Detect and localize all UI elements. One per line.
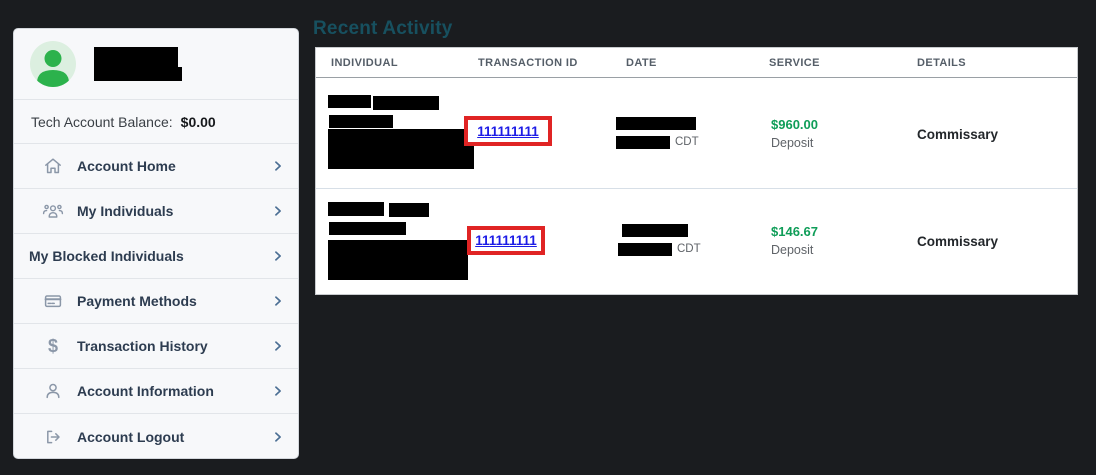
dollar-icon: $	[47, 336, 58, 356]
home-icon	[42, 155, 64, 177]
transaction-details: Commissary	[917, 127, 999, 142]
sidebar-item-label: Payment Methods	[77, 293, 197, 309]
person-icon	[42, 380, 64, 402]
column-header-details: DETAILS	[917, 57, 967, 69]
chevron-right-icon	[270, 383, 286, 399]
chevron-right-icon	[270, 158, 286, 174]
sidebar-item-label: My Individuals	[77, 203, 174, 219]
transaction-amount: $960.00	[771, 117, 818, 132]
transaction-service-type: Deposit	[771, 136, 814, 150]
redacted-box	[389, 203, 429, 217]
redacted-box	[329, 222, 406, 235]
chevron-right-icon	[270, 293, 286, 309]
logout-icon	[42, 426, 64, 448]
column-header-date: DATE	[626, 57, 657, 69]
redacted-box	[328, 240, 468, 280]
redacted-box	[616, 136, 670, 149]
chevron-right-icon	[270, 429, 286, 445]
transaction-amount: $146.67	[771, 224, 818, 239]
redacted-box	[94, 47, 178, 67]
redacted-box	[618, 243, 672, 256]
transaction-service-type: Deposit	[771, 243, 814, 257]
sidebar-item-label: Account Information	[77, 383, 214, 399]
transaction-id-link[interactable]: 111111111	[477, 123, 539, 139]
sidebar-item-payment-methods[interactable]: Payment Methods	[14, 279, 298, 324]
users-icon	[42, 200, 64, 222]
transaction-id-link[interactable]: 111111111	[475, 233, 537, 248]
recent-activity-table: INDIVIDUAL TRANSACTION ID DATE SERVICE D…	[315, 47, 1078, 295]
balance-label: Tech Account Balance:	[31, 113, 173, 130]
recent-activity-title: Recent Activity	[313, 18, 453, 39]
sidebar-item-label: Account Home	[77, 158, 176, 174]
balance-value: $0.00	[180, 113, 216, 130]
redacted-box	[328, 95, 371, 108]
chevron-right-icon	[270, 203, 286, 219]
date-timezone: CDT	[677, 243, 701, 255]
sidebar-item-my-individuals[interactable]: My Individuals	[14, 189, 298, 234]
chevron-right-icon	[270, 338, 286, 354]
sidebar-item-account-logout[interactable]: Account Logout	[14, 414, 298, 458]
sidebar-item-transaction-history[interactable]: $ Transaction History	[14, 324, 298, 369]
person-silhouette-icon	[37, 50, 69, 87]
redacted-box	[616, 117, 696, 130]
chevron-right-icon	[270, 248, 286, 264]
sidebar-item-account-information[interactable]: Account Information	[14, 369, 298, 414]
highlight-box: 111111111	[467, 226, 545, 255]
column-header-transaction-id: TRANSACTION ID	[478, 57, 578, 69]
account-sidebar: Tech Account Balance: $0.00 Account Home	[13, 28, 299, 459]
sidebar-item-label: My Blocked Individuals	[29, 248, 184, 264]
sidebar-item-label: Transaction History	[77, 338, 208, 354]
account-balance-row: Tech Account Balance: $0.00	[14, 100, 298, 144]
redacted-box	[328, 129, 474, 169]
redacted-box	[329, 115, 393, 128]
redacted-box	[373, 96, 439, 110]
date-timezone: CDT	[675, 136, 699, 148]
transaction-details: Commissary	[917, 234, 999, 249]
header-divider	[316, 77, 1077, 78]
redacted-box	[328, 202, 384, 216]
credit-card-icon	[42, 290, 64, 312]
sidebar-menu: Account Home My Individuals	[14, 144, 298, 458]
sidebar-item-account-home[interactable]: Account Home	[14, 144, 298, 189]
row-divider	[316, 188, 1077, 189]
redacted-box	[622, 224, 688, 237]
profile-section	[14, 29, 298, 100]
column-header-service: SERVICE	[769, 57, 820, 69]
column-header-individual: INDIVIDUAL	[331, 57, 398, 69]
sidebar-item-my-blocked-individuals[interactable]: My Blocked Individuals	[14, 234, 298, 279]
sidebar-item-label: Account Logout	[77, 428, 185, 445]
avatar	[30, 41, 76, 87]
redacted-box	[94, 67, 182, 81]
redacted-account-name	[94, 47, 182, 81]
highlight-box: 111111111	[464, 116, 552, 146]
